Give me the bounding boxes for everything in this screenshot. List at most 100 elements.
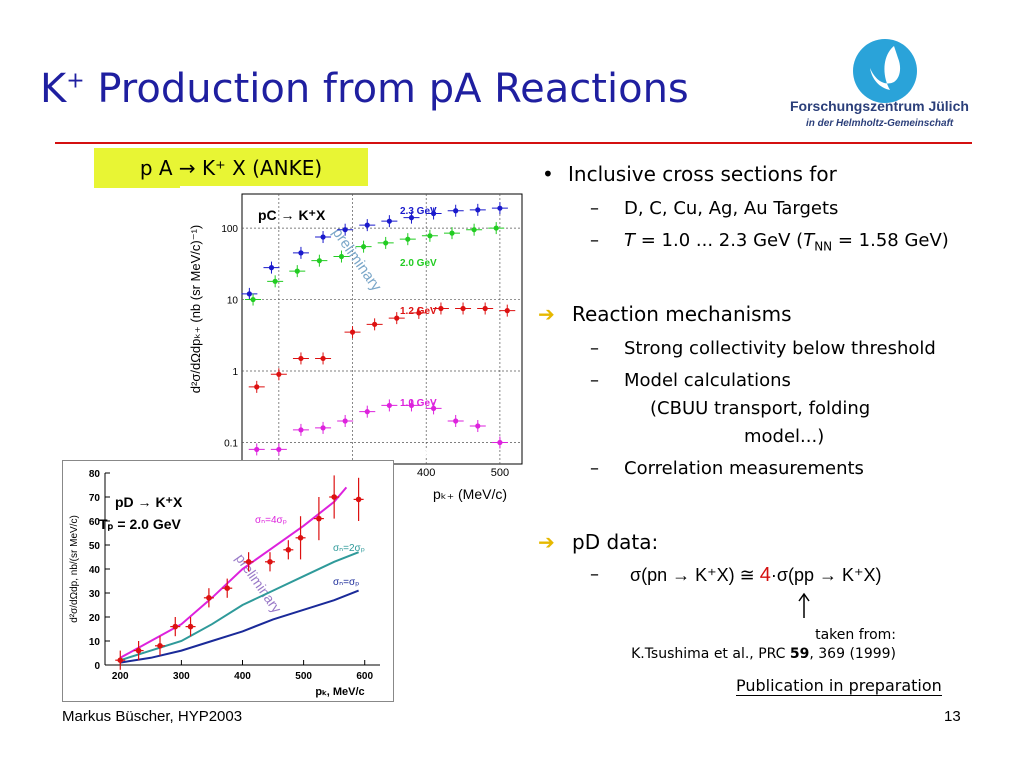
arrow-bullet-icon: ➔: [538, 302, 555, 326]
sub-energy: T = 1.0 ... 2.3 GeV (TNN = 1.58 GeV): [624, 230, 949, 254]
publication-note: Publication in preparation: [736, 676, 942, 696]
x-tick-label: 600: [356, 671, 373, 682]
pd-formula: σ(pn → K⁺X) ≅ 4·σ(pp → K⁺X): [630, 564, 882, 586]
data-point: [246, 291, 252, 297]
y-tick-label: 10: [227, 296, 239, 307]
data-point: [135, 647, 142, 654]
plot-frame: [241, 193, 523, 465]
data-point: [493, 225, 499, 231]
pc-cross-section-plot: 0.1 1 10 100 400 500 pₖ₊ (MeV/c) d²σ/dΩdpₖ₊ (nb…: [180, 186, 530, 511]
data-point: [471, 227, 477, 233]
data-point: [298, 250, 304, 256]
data-point: [342, 418, 348, 424]
bullet-inclusive: Inclusive cross sections for: [568, 162, 837, 186]
data-point: [224, 585, 231, 591]
data-point: [386, 218, 392, 224]
data-point: [338, 253, 345, 260]
data-point: [383, 240, 389, 246]
y-tick-label: 1: [232, 367, 238, 378]
data-point: [172, 623, 179, 630]
data-point: [298, 355, 304, 362]
data-point: [360, 244, 367, 250]
data-point: [349, 329, 356, 335]
data-point: [157, 643, 163, 649]
sub-dash: –: [590, 458, 599, 479]
sub-correlation: Correlation measurements: [624, 458, 864, 479]
sub-dash: –: [590, 338, 599, 359]
data-point: [254, 446, 260, 453]
pd-plot-svg: 0 10 20 30 40 50 60 70 80 200 300 400 500 600 pₖ, MeV/…: [69, 469, 380, 698]
anke-label: p A → K⁺ X (ANKE): [94, 148, 368, 188]
data-point: [276, 446, 282, 453]
data-point: [316, 515, 322, 522]
model-curve: [119, 486, 348, 659]
data-point: [438, 305, 444, 312]
data-point: [453, 418, 459, 424]
sub-model: Model calculations: [624, 370, 791, 391]
data-point: [245, 559, 252, 565]
sub-targets: D, C, Cu, Ag, Au Targets: [624, 198, 839, 219]
data-point: [394, 315, 400, 321]
plot-label: pC → K⁺X: [258, 207, 326, 223]
bullet-mechanisms: Reaction mechanisms: [572, 302, 792, 326]
y-tick-label: 30: [89, 589, 101, 600]
data-point: [320, 355, 326, 362]
data-point: [320, 234, 326, 240]
data-point: [497, 439, 503, 446]
data-point: [460, 305, 466, 312]
model-curve: [120, 589, 359, 664]
data-point: [497, 205, 503, 211]
tp-label: Tₚ = 2.0 GeV: [99, 516, 182, 532]
x-axis-label: pₖ, MeV/c: [315, 686, 364, 698]
x-axis-label: pₖ₊ (MeV/c): [433, 486, 507, 502]
data-point: [408, 215, 415, 221]
y-axis-label: d²σ/dΩdpₖ₊ (nb (sr MeV/c)⁻¹): [188, 225, 203, 393]
x-tick-label: 400: [417, 467, 435, 479]
y-tick-label: 60: [89, 517, 101, 528]
annotation-line1: V.Koptev et al.,: [364, 434, 431, 445]
sub-collectivity: Strong collectivity below threshold: [624, 338, 936, 359]
curve-label: σₙ=σₚ: [333, 577, 359, 588]
up-arrow-icon: [798, 592, 810, 618]
curve-label: σₙ=4σₚ: [255, 515, 287, 526]
title-divider: [55, 142, 972, 144]
y-tick-label: 0.1: [224, 438, 238, 449]
pc-plot-svg: 0.1 1 10 100 400 500 pₖ₊ (MeV/c) d²σ/dΩdpₖ₊ (nb…: [188, 193, 523, 502]
data-point: [267, 559, 273, 565]
annotation-line2: PRL 87, 022301 (2001): [350, 448, 454, 459]
x-tick-label: 500: [295, 671, 312, 682]
data-point: [364, 222, 370, 228]
x-tick-label: 200: [112, 671, 129, 682]
data-point: [331, 494, 337, 500]
y-tick-label: 80: [89, 469, 101, 480]
data-point: [355, 496, 362, 503]
page-number: 13: [944, 708, 961, 725]
data-point: [504, 308, 510, 314]
plot-label: pD → K⁺X: [115, 494, 183, 510]
data-point: [320, 425, 326, 431]
logo-name: Forschungszentrum Jülich: [790, 98, 969, 114]
data-point: [416, 310, 422, 316]
logo-subtitle: in der Helmholtz-Gemeinschaft: [806, 118, 954, 129]
sub-model-cont1: (CBUU transport, folding: [650, 398, 871, 419]
data-point: [372, 321, 378, 327]
data-point: [316, 258, 322, 264]
series-label: 2.0 GeV: [400, 258, 437, 269]
y-tick-label: 10: [89, 637, 101, 648]
footer-author: Markus Büscher, HYP2003: [62, 708, 243, 725]
y-tick-label: 20: [89, 613, 101, 624]
data-point: [449, 230, 455, 236]
series-label: 2.3 GeV: [400, 206, 437, 217]
data-point: [430, 405, 437, 411]
y-tick-label: 50: [89, 541, 101, 552]
y-tick-label: 70: [89, 493, 101, 504]
bullet-pd-data: pD data:: [572, 530, 659, 554]
data-point: [408, 402, 415, 409]
sub-dash: –: [590, 370, 599, 391]
data-point: [250, 296, 256, 303]
data-point: [427, 233, 433, 239]
data-point: [364, 409, 370, 415]
data-point: [276, 371, 282, 377]
sub-dash: –: [590, 564, 599, 585]
watermark-text: preliminary: [329, 225, 385, 295]
